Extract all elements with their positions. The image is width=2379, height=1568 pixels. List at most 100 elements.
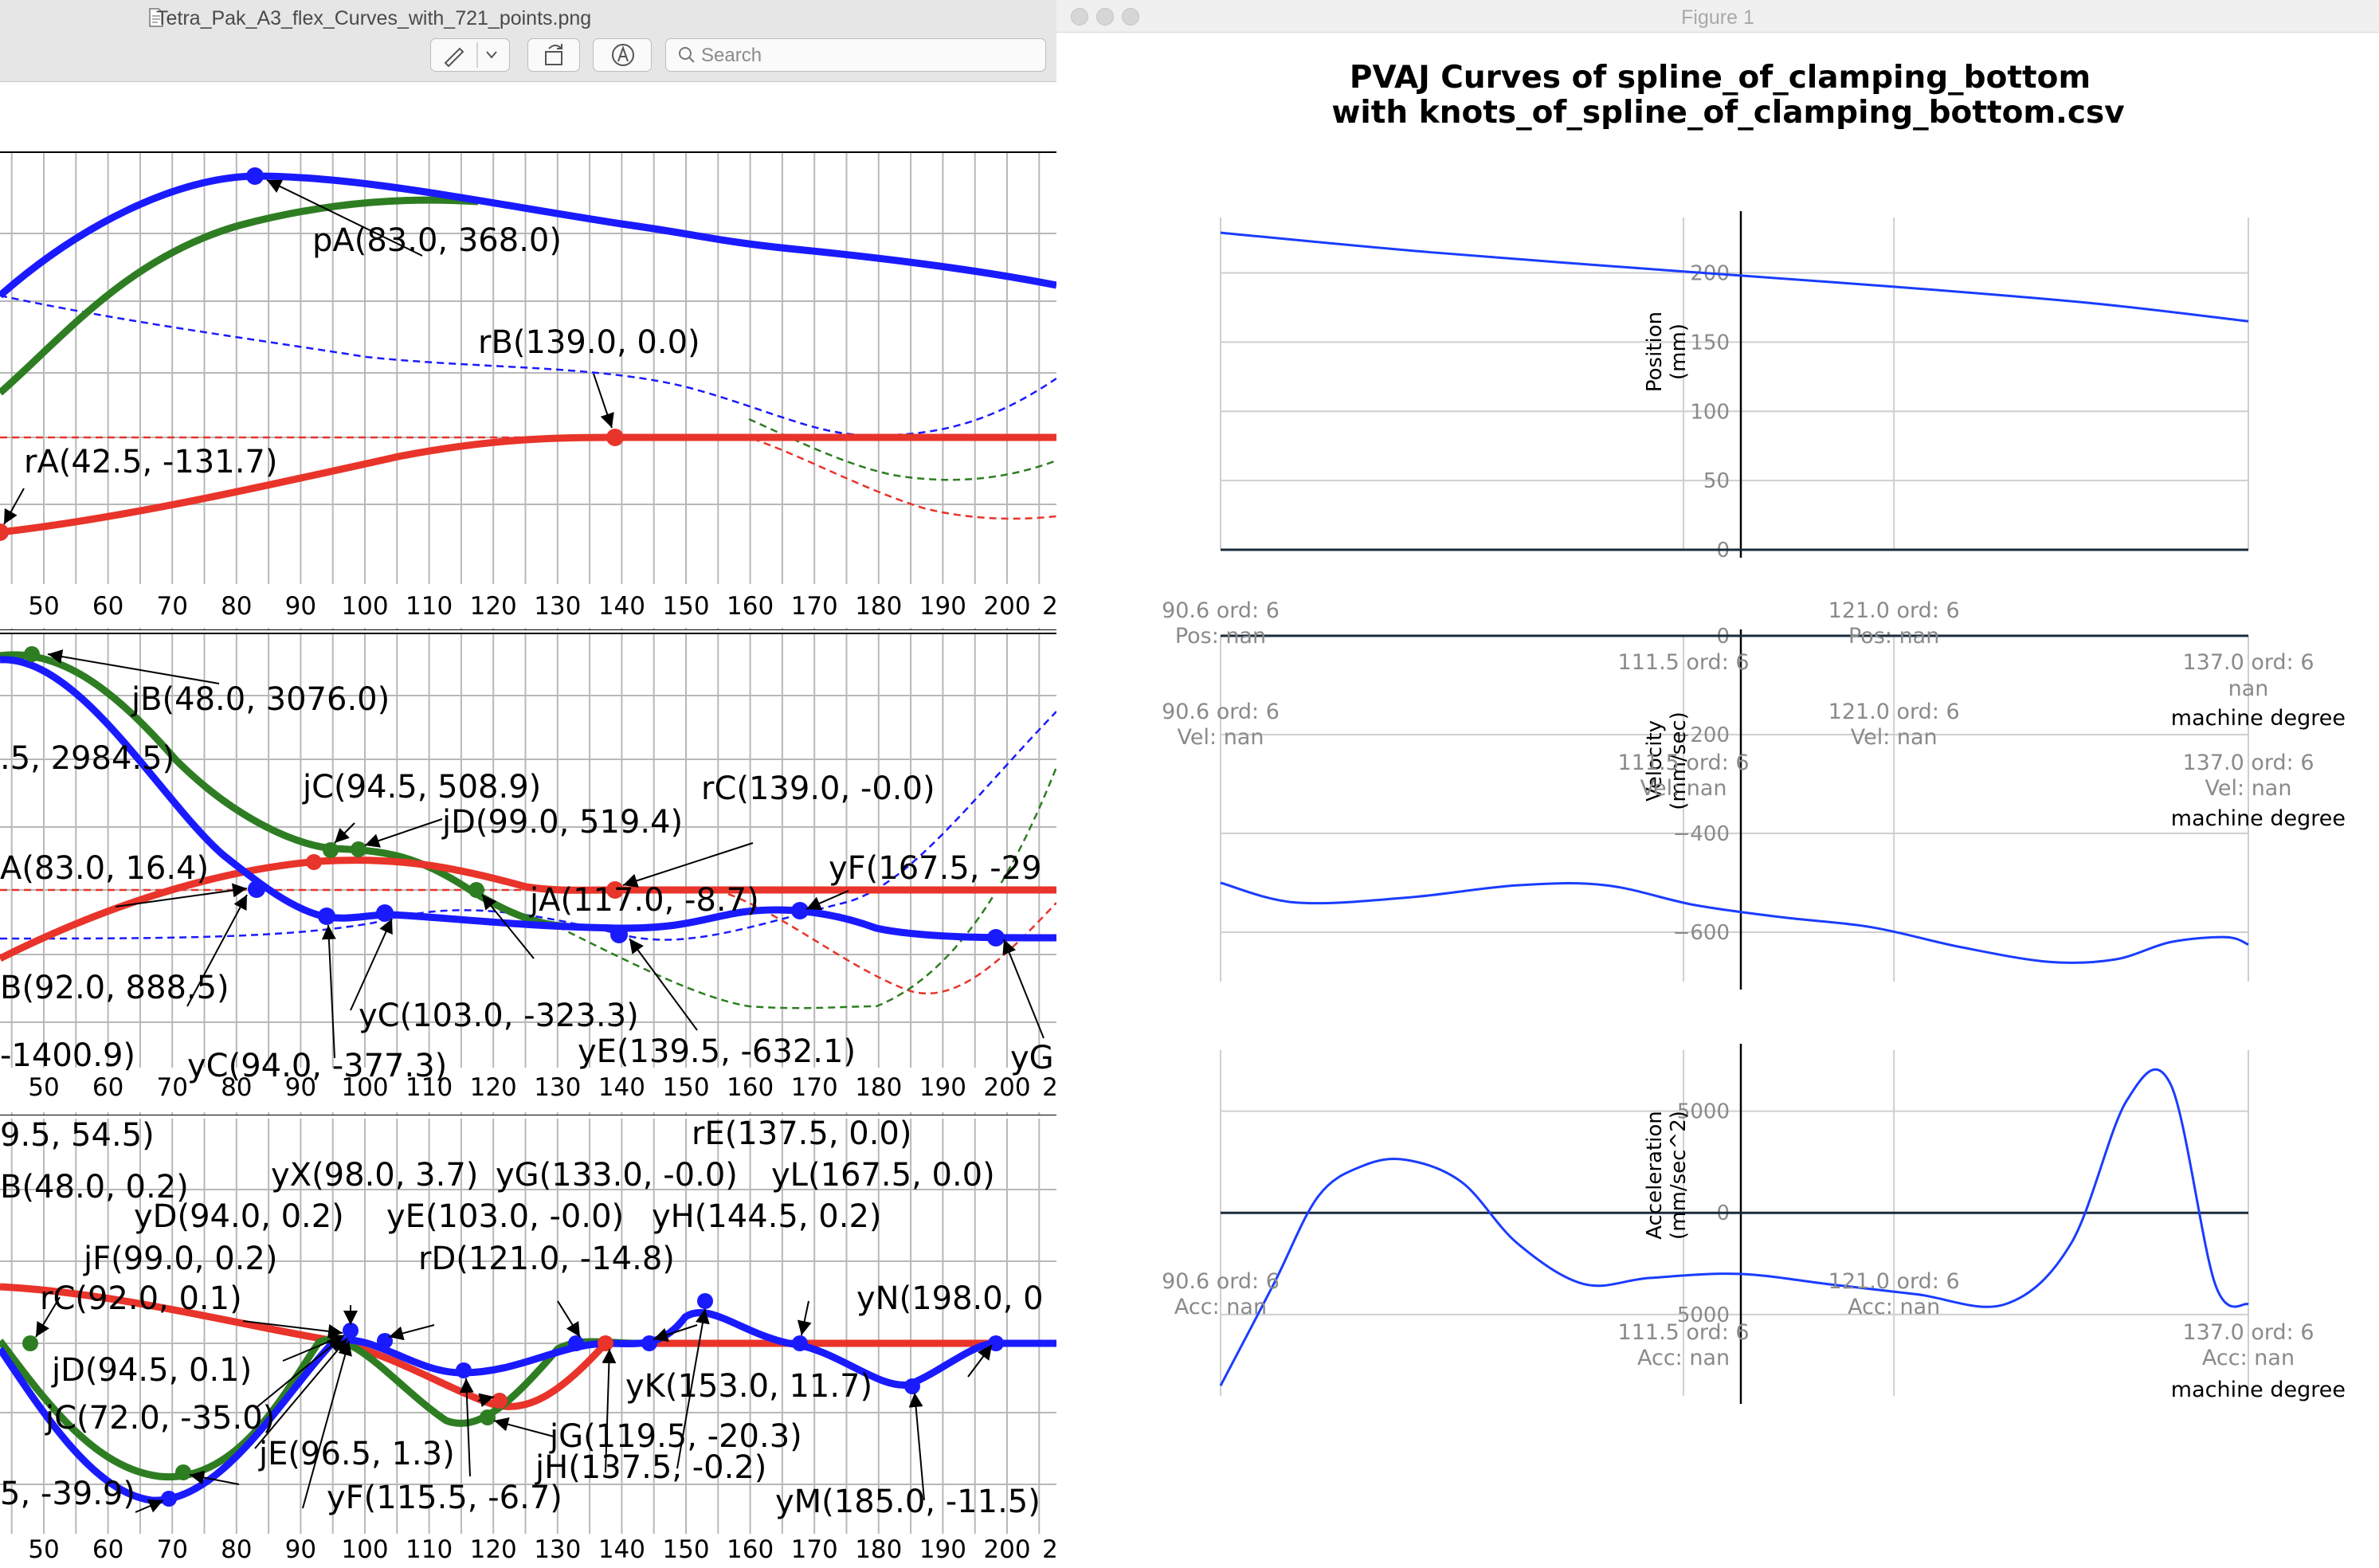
knot-note-label: 111.5 ord: 6	[1618, 650, 1750, 675]
preview-x-tick-labels: 50 60 70 80 90 100 110 120 130 140 150 160 170 180 190…	[28, 592, 1056, 1564]
point-jB	[24, 646, 40, 662]
annotation-label: B(92.0, 888.5)	[0, 970, 229, 1006]
knot-note-label: 121.0 ord: 6	[1828, 598, 1960, 623]
x-tick-label: 80	[221, 1073, 252, 1102]
x-tick-label: 130	[534, 1535, 581, 1564]
annotation-label: yX(98.0, 3.7)	[271, 1157, 478, 1194]
annotation-label: B(48.0, 0.2)	[0, 1169, 189, 1205]
point-yC	[318, 907, 335, 925]
preview-plot-grid	[0, 152, 1056, 1568]
knot-note-label: Pos: nan	[1848, 624, 1939, 649]
velocity-blue-curve	[0, 656, 1056, 942]
x-tick-label: 2	[1042, 1073, 1056, 1102]
y-tick-label: 100	[1690, 400, 1730, 424]
point-yF	[791, 902, 809, 919]
x-tick-label: 100	[341, 592, 388, 621]
x-tick-label: 180	[855, 592, 902, 621]
knot-note-label: 111.5 ord: 6	[1618, 751, 1750, 775]
knot-note-label: 137.0 ord: 6	[2182, 751, 2314, 775]
plot-title-line2: with knots_of_spline_of_clamping_bottom.…	[1331, 95, 2124, 131]
rotate-button[interactable]	[527, 38, 580, 72]
pvaj-curve-0	[1220, 231, 2249, 323]
x-tick-label: 100	[341, 1535, 388, 1564]
annotation-label: jF(99.0, 0.2)	[83, 1241, 277, 1277]
preview-window-title: Tetra_Pak_A3_flex_Curves_with_721_points…	[156, 7, 592, 29]
x-tick-label: 50	[28, 1535, 59, 1564]
point-yE-acc	[377, 1333, 393, 1349]
annotation-label: rA(42.5, -131.7)	[24, 444, 277, 480]
x-tick-label: 120	[470, 1535, 517, 1564]
point-yM	[904, 1378, 920, 1394]
x-tick-label: 170	[791, 592, 838, 621]
point-rA	[0, 523, 9, 541]
search-icon	[679, 47, 695, 63]
preview-annotation-labels: pA(83.0, 368.0) rB(139.0, 0.0) rA(42.5, -1…	[0, 222, 1056, 1520]
annotation-label: jC(94.5, 508.9)	[302, 769, 541, 806]
point-yC2	[376, 904, 394, 922]
annotation-label: yC(94.0, -377.3)	[187, 1048, 447, 1084]
knot-note-label: Acc: nan	[1637, 1346, 1730, 1370]
x-tick-label: 140	[598, 1535, 645, 1564]
annotation-label: yC(103.0, -323.3)	[359, 998, 639, 1034]
annotation-label: yE(139.5, -632.1)	[578, 1033, 856, 1070]
point-yG-acc	[568, 1335, 584, 1351]
position-blue-dashed-curve	[0, 294, 1056, 437]
preview-plot-frames	[0, 151, 1056, 1119]
knot-note-label: 111.5 ord: 6	[1618, 1320, 1750, 1345]
knot-note-label: 121.0 ord: 6	[1828, 700, 1960, 724]
y-axis-label: (mm)	[1667, 323, 1691, 380]
x-tick-label: 80	[221, 1535, 252, 1564]
x-tick-label: 160	[727, 592, 774, 621]
document-icon	[149, 8, 163, 27]
x-tick-label: 70	[156, 1073, 187, 1102]
annotation-label: pA(83.0, 368.0)	[312, 222, 562, 259]
annotation-label: jC(72.0, -35.0)	[45, 1400, 275, 1437]
annotation-label: jG(119.5, -20.3)	[549, 1418, 802, 1455]
knot-note-label: Vel: nan	[1851, 725, 1938, 750]
point-yX	[343, 1323, 359, 1339]
point-yE	[610, 926, 628, 943]
x-tick-label: 80	[221, 592, 252, 621]
x-tick-label: 60	[92, 592, 123, 621]
annotate-button[interactable]	[593, 38, 652, 72]
y-tick-label: 50	[1703, 469, 1730, 493]
x-tick-label: 90	[285, 1073, 316, 1102]
zoom-window-button[interactable]	[1122, 8, 1139, 25]
point-jC	[323, 842, 339, 858]
point-j-min	[161, 1491, 177, 1507]
knot-note-label: Pos: nan	[1175, 624, 1266, 649]
search-input[interactable]: Search	[665, 38, 1046, 72]
annotation-label: yE(103.0, -0.0)	[386, 1198, 624, 1235]
knot-note-label: machine degree	[2171, 806, 2346, 831]
x-tick-label: 180	[855, 1073, 902, 1102]
point-rC	[606, 881, 624, 899]
pvaj-panel-0: 200150100500Position(mm)	[1220, 211, 2249, 563]
point-jD	[351, 841, 366, 857]
point-jB-acc	[22, 1335, 38, 1351]
x-tick-label: 110	[406, 1073, 453, 1102]
annotation-label: jD(94.5, 0.1)	[51, 1352, 252, 1389]
annotation-label: 9.5, 54.5)	[0, 1117, 155, 1154]
close-window-button[interactable]	[1071, 8, 1088, 25]
figure-window: Figure 1 PVAJ Curves of spline_of_clampi…	[1056, 0, 2379, 1568]
annotation-label: .5, 2984.5)	[0, 740, 174, 777]
annotation-label: yH(144.5, 0.2)	[652, 1198, 882, 1235]
annotation-label: yL(167.5, 0.0)	[771, 1157, 995, 1194]
position-plot	[0, 167, 1056, 541]
annotation-label: rC(139.0, -0.0)	[701, 770, 935, 807]
y-axis-label: Acceleration	[1643, 1111, 1667, 1240]
x-tick-label: 90	[285, 1535, 316, 1564]
annotation-label: yM(185.0, -11.5)	[775, 1484, 1041, 1520]
knot-note-label: Acc: nan	[1174, 1295, 1267, 1319]
x-tick-label: 170	[791, 1073, 838, 1102]
annotation-label: yN(198.0, 0	[856, 1280, 1044, 1317]
pvaj-figure: PVAJ Curves of spline_of_clamping_bottom…	[1162, 60, 2346, 1404]
x-tick-label: 120	[470, 592, 517, 621]
point-jA	[468, 882, 484, 898]
minimize-window-button[interactable]	[1096, 8, 1114, 25]
y-tick-label: 5000	[1677, 1303, 1730, 1327]
x-tick-label: 130	[534, 1073, 581, 1102]
annotation-label: -1400.9)	[0, 1037, 135, 1074]
markup-button[interactable]	[430, 38, 510, 72]
x-tick-label: 90	[285, 592, 316, 621]
